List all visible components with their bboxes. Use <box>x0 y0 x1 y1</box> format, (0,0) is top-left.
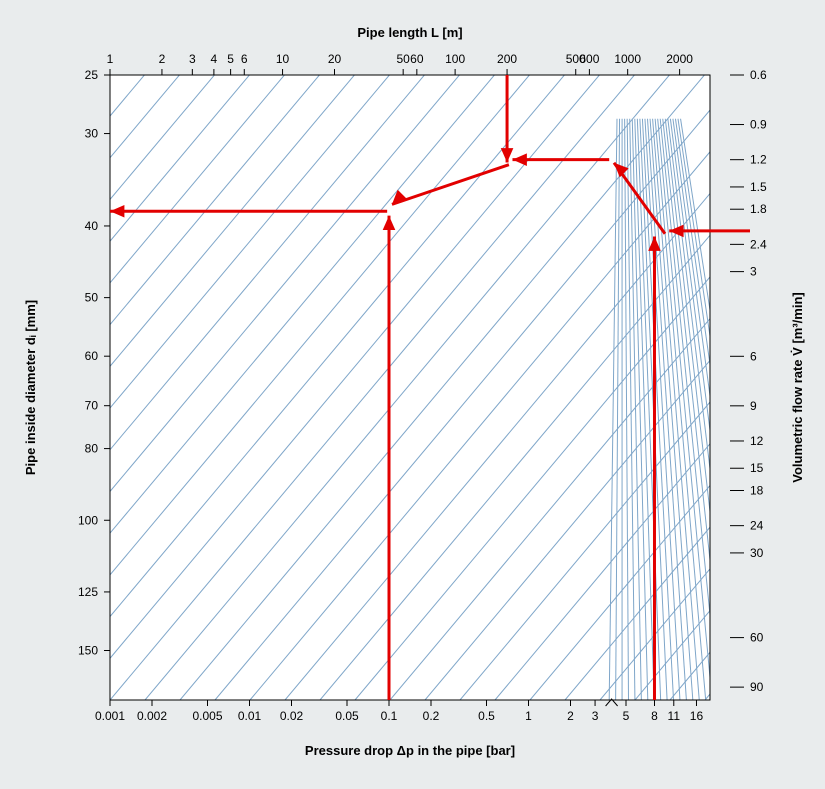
svg-text:5: 5 <box>227 52 234 66</box>
svg-text:60: 60 <box>85 349 99 363</box>
svg-text:3: 3 <box>189 52 196 66</box>
svg-text:12: 12 <box>750 434 764 448</box>
svg-text:15: 15 <box>750 461 764 475</box>
svg-text:3: 3 <box>750 265 757 279</box>
svg-text:16: 16 <box>690 709 704 723</box>
bottom-axis-title: Pressure drop Δp in the pipe [bar] <box>305 743 515 758</box>
right-axis-title: Volumetric flow rate V̇ [m³/min] <box>790 292 805 482</box>
svg-text:80: 80 <box>85 442 99 456</box>
svg-text:0.2: 0.2 <box>423 709 440 723</box>
svg-text:5: 5 <box>623 709 630 723</box>
svg-text:10: 10 <box>276 52 290 66</box>
svg-text:0.001: 0.001 <box>95 709 125 723</box>
svg-text:0.1: 0.1 <box>381 709 398 723</box>
svg-text:25: 25 <box>85 68 99 82</box>
svg-text:1.5: 1.5 <box>750 180 767 194</box>
svg-text:4: 4 <box>211 52 218 66</box>
svg-text:50: 50 <box>396 52 410 66</box>
svg-text:1.2: 1.2 <box>750 153 767 167</box>
svg-text:2.4: 2.4 <box>750 237 767 251</box>
svg-text:90: 90 <box>750 680 764 694</box>
svg-text:0.9: 0.9 <box>750 118 767 132</box>
svg-text:30: 30 <box>85 127 99 141</box>
svg-text:6: 6 <box>750 349 757 363</box>
svg-text:6: 6 <box>241 52 248 66</box>
svg-text:60: 60 <box>410 52 424 66</box>
svg-text:9: 9 <box>750 399 757 413</box>
svg-text:3: 3 <box>592 709 599 723</box>
svg-text:11: 11 <box>668 709 681 723</box>
svg-text:0.01: 0.01 <box>238 709 262 723</box>
svg-text:0.5: 0.5 <box>478 709 495 723</box>
top-axis-title: Pipe length L [m] <box>357 25 462 40</box>
svg-text:125: 125 <box>78 585 98 599</box>
svg-text:2: 2 <box>567 709 574 723</box>
svg-text:0.6: 0.6 <box>750 68 767 82</box>
svg-text:200: 200 <box>497 52 517 66</box>
svg-text:50: 50 <box>85 291 99 305</box>
svg-text:70: 70 <box>85 399 99 413</box>
svg-text:600: 600 <box>579 52 599 66</box>
svg-text:40: 40 <box>85 219 99 233</box>
svg-text:0.05: 0.05 <box>335 709 359 723</box>
svg-text:30: 30 <box>750 546 764 560</box>
svg-text:0.002: 0.002 <box>137 709 167 723</box>
svg-text:8: 8 <box>651 709 658 723</box>
svg-text:1.8: 1.8 <box>750 202 767 216</box>
svg-text:0.005: 0.005 <box>192 709 222 723</box>
svg-text:18: 18 <box>750 484 764 498</box>
svg-text:100: 100 <box>445 52 465 66</box>
svg-text:1: 1 <box>525 709 532 723</box>
svg-text:0.02: 0.02 <box>280 709 304 723</box>
svg-text:60: 60 <box>750 631 764 645</box>
svg-text:24: 24 <box>750 519 764 533</box>
svg-text:150: 150 <box>78 643 98 657</box>
left-axis-title: Pipe inside diameter dᵢ [mm] <box>23 300 38 475</box>
svg-text:2000: 2000 <box>666 52 693 66</box>
svg-text:1: 1 <box>107 52 114 66</box>
svg-text:1000: 1000 <box>614 52 641 66</box>
svg-text:100: 100 <box>78 513 98 527</box>
svg-text:2: 2 <box>159 52 166 66</box>
svg-text:20: 20 <box>328 52 342 66</box>
